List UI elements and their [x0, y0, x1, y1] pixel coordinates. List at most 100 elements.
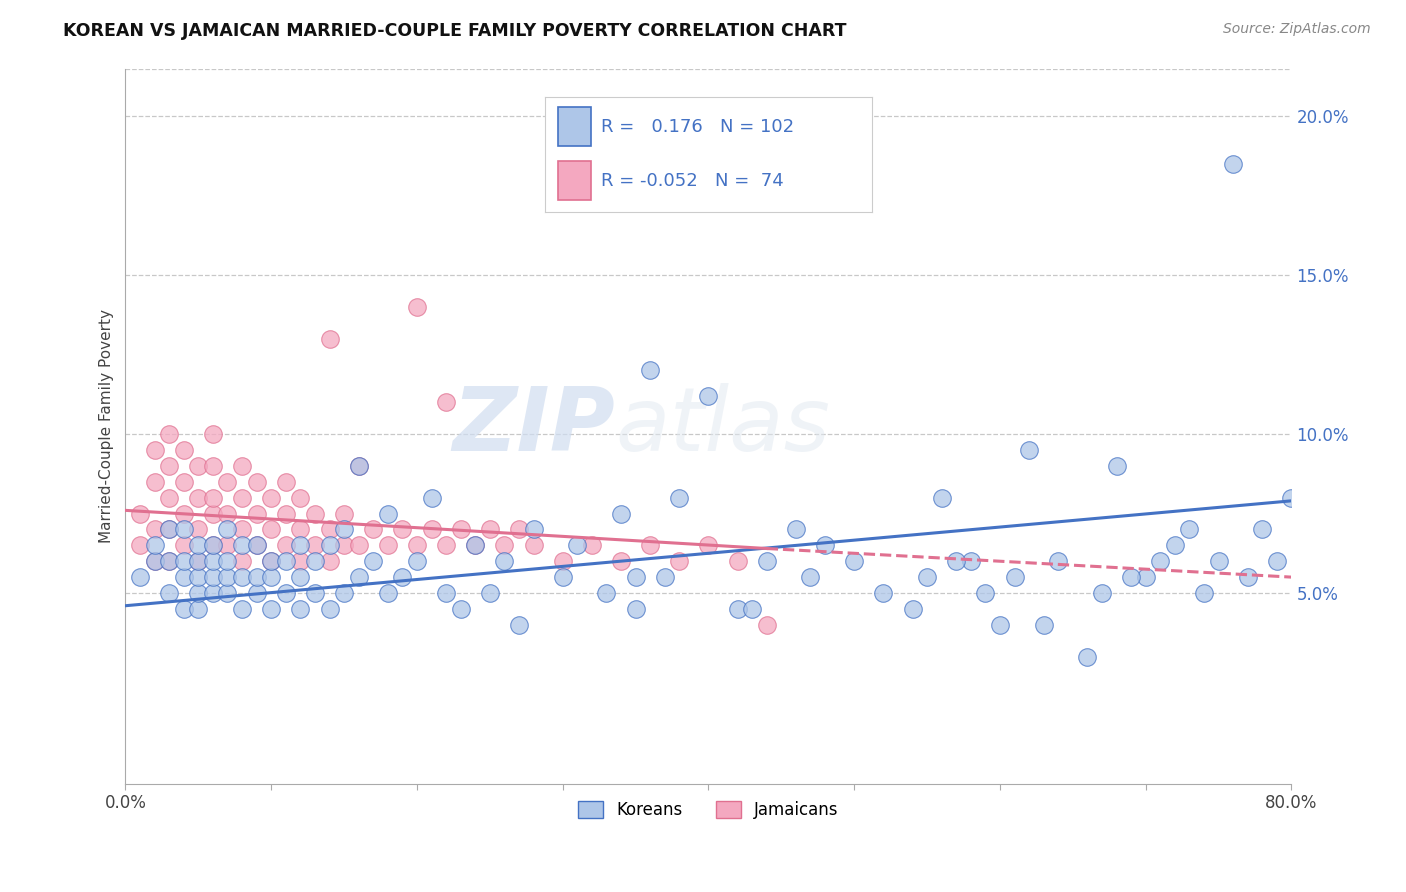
Point [187, 570, 209, 584]
Point [304, 538, 326, 552]
Point [173, 523, 195, 537]
Point [173, 602, 195, 616]
Point [406, 300, 429, 314]
Point [1121, 570, 1143, 584]
Point [246, 570, 269, 584]
Point [187, 602, 209, 616]
Point [361, 554, 384, 568]
Point [450, 523, 472, 537]
Point [260, 570, 283, 584]
Point [1135, 570, 1157, 584]
Point [143, 554, 166, 568]
Point [406, 538, 429, 552]
Point [187, 523, 209, 537]
Point [143, 538, 166, 552]
Point [304, 554, 326, 568]
Point [1208, 554, 1230, 568]
Point [246, 538, 269, 552]
Point [201, 458, 224, 473]
Point [347, 458, 370, 473]
Point [157, 554, 180, 568]
Point [246, 475, 269, 489]
Point [741, 602, 763, 616]
Point [290, 491, 312, 505]
Point [290, 554, 312, 568]
Point [814, 538, 837, 552]
Point [567, 538, 589, 552]
Point [1004, 570, 1026, 584]
Point [129, 570, 152, 584]
Point [231, 554, 253, 568]
Point [377, 586, 399, 600]
Point [231, 458, 253, 473]
Point [988, 617, 1011, 632]
Point [157, 586, 180, 600]
Point [464, 538, 486, 552]
Point [304, 586, 326, 600]
Point [201, 507, 224, 521]
Point [391, 570, 413, 584]
Point [551, 554, 574, 568]
Point [697, 538, 720, 552]
Point [274, 538, 297, 552]
Point [434, 538, 457, 552]
Point [217, 586, 239, 600]
Point [274, 554, 297, 568]
Point [333, 507, 356, 521]
Point [697, 389, 720, 403]
Point [187, 586, 209, 600]
Point [143, 475, 166, 489]
Point [157, 491, 180, 505]
Point [595, 586, 617, 600]
Point [478, 523, 501, 537]
Point [201, 427, 224, 442]
Point [494, 554, 516, 568]
Point [727, 602, 749, 616]
Point [217, 475, 239, 489]
Point [318, 554, 340, 568]
Point [872, 586, 894, 600]
Point [217, 538, 239, 552]
Point [668, 554, 690, 568]
Point [217, 523, 239, 537]
Point [143, 554, 166, 568]
Point [290, 523, 312, 537]
Point [610, 554, 633, 568]
Point [508, 523, 530, 537]
Point [624, 570, 647, 584]
Point [304, 507, 326, 521]
Point [333, 538, 356, 552]
Point [915, 570, 938, 584]
Point [274, 586, 297, 600]
Point [217, 554, 239, 568]
Y-axis label: Married-Couple Family Poverty: Married-Couple Family Poverty [100, 310, 114, 543]
Point [143, 523, 166, 537]
Text: ZIP: ZIP [453, 383, 616, 469]
Point [318, 538, 340, 552]
Point [260, 523, 283, 537]
Point [173, 570, 195, 584]
Point [551, 570, 574, 584]
Point [157, 523, 180, 537]
Point [143, 442, 166, 457]
Point [231, 491, 253, 505]
Point [945, 554, 967, 568]
Point [1032, 617, 1054, 632]
Point [318, 602, 340, 616]
Point [260, 602, 283, 616]
Point [173, 507, 195, 521]
Point [187, 538, 209, 552]
Point [260, 554, 283, 568]
Point [959, 554, 981, 568]
Point [347, 570, 370, 584]
Point [464, 538, 486, 552]
Point [290, 570, 312, 584]
Point [1265, 554, 1288, 568]
Point [391, 523, 413, 537]
Point [974, 586, 997, 600]
Point [246, 586, 269, 600]
Point [274, 475, 297, 489]
Point [290, 602, 312, 616]
Point [450, 602, 472, 616]
Point [201, 538, 224, 552]
